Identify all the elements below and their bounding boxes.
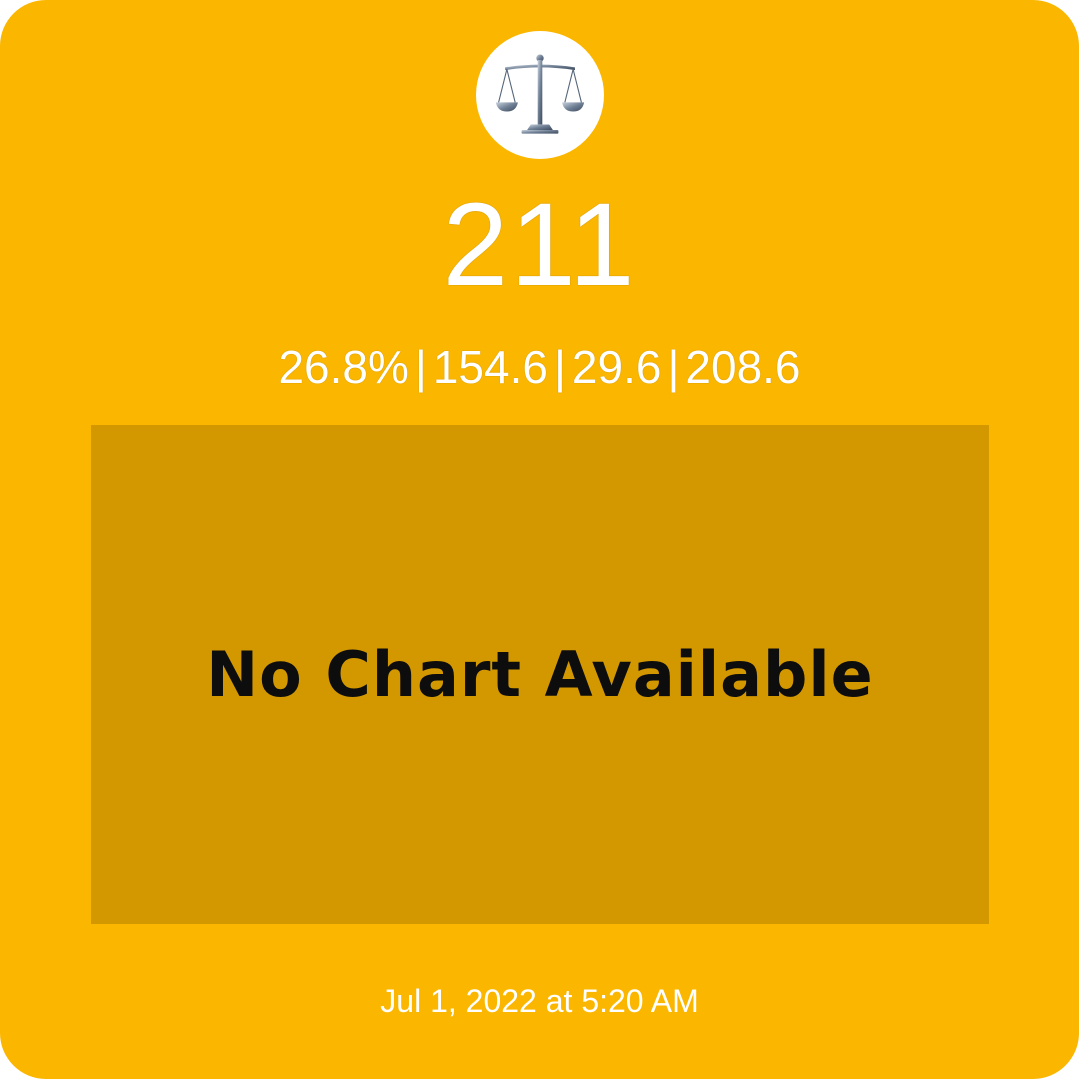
icon-badge [476, 31, 604, 159]
timestamp: Jul 1, 2022 at 5:20 AM [380, 983, 699, 1019]
stats-line: 26.8% | 154.6 | 29.6 | 208.6 [0, 337, 1079, 397]
stat-value: 29.6 [571, 341, 662, 393]
no-chart-message: No Chart Available [206, 638, 874, 711]
stat-value: 26.8% [278, 341, 409, 393]
stat-separator: | [414, 341, 427, 393]
balance-scale-icon [495, 54, 585, 134]
main-value: 211 [442, 179, 637, 311]
stat-separator: | [667, 341, 680, 393]
chart-placeholder-area: No Chart Available [91, 425, 989, 924]
stat-value: 208.6 [685, 341, 801, 393]
stat-value: 154.6 [432, 341, 548, 393]
stat-separator: | [553, 341, 566, 393]
